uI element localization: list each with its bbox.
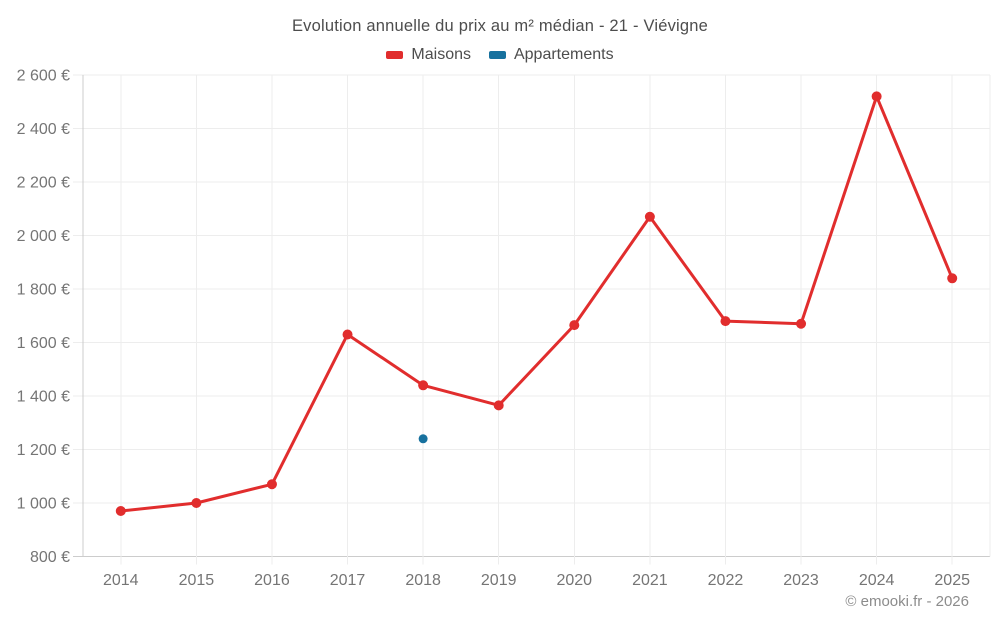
x-tick-label: 2016	[254, 572, 290, 589]
x-tick-label: 2015	[179, 572, 215, 589]
y-tick-label: 1 800 €	[17, 282, 70, 299]
appartements-swatch-icon	[488, 51, 506, 59]
y-tick-label: 2 600 €	[17, 68, 70, 85]
data-point-appartements-2018[interactable]	[418, 434, 428, 444]
data-point-maisons-2023[interactable]	[796, 318, 807, 329]
data-point-maisons-2016[interactable]	[266, 479, 277, 490]
x-tick-label: 2020	[556, 572, 592, 589]
x-tick-label: 2018	[405, 572, 441, 589]
y-tick-label: 2 000 €	[17, 228, 70, 245]
x-tick-label: 2021	[632, 572, 668, 589]
x-tick-label: 2014	[103, 572, 139, 589]
x-tick-label: 2019	[481, 572, 517, 589]
legend-item-appartements[interactable]: Appartements	[488, 46, 614, 64]
data-point-maisons-2021[interactable]	[644, 211, 655, 222]
y-tick-label: 1 600 €	[17, 335, 70, 352]
data-point-maisons-2024[interactable]	[871, 91, 882, 102]
x-tick-label: 2024	[859, 572, 895, 589]
legend: Maisons Appartements	[0, 46, 1000, 64]
legend-label-maisons: Maisons	[411, 46, 471, 63]
maisons-swatch-icon	[386, 51, 404, 59]
data-point-maisons-2018[interactable]	[418, 380, 429, 391]
copyright-text: © emooki.fr - 2026	[845, 593, 969, 610]
legend-label-appartements: Appartements	[513, 46, 614, 63]
x-tick-label: 2023	[783, 572, 819, 589]
legend-item-maisons[interactable]: Maisons	[386, 46, 471, 64]
data-point-maisons-2025[interactable]	[947, 273, 958, 284]
y-tick-label: 2 400 €	[17, 121, 70, 138]
chart-title: Evolution annuelle du prix au m² médian …	[291, 17, 709, 35]
y-tick-label: 1 000 €	[17, 496, 70, 513]
x-tick-label: 2022	[708, 572, 744, 589]
y-tick-label: 1 400 €	[17, 389, 70, 406]
data-point-maisons-2022[interactable]	[720, 316, 731, 327]
data-point-maisons-2015[interactable]	[191, 498, 202, 508]
data-point-maisons-2019[interactable]	[493, 400, 504, 411]
series-line-maisons	[119, 94, 954, 513]
x-tick-label: 2017	[330, 572, 366, 589]
y-tick-label: 2 200 €	[17, 175, 70, 192]
y-tick-label: 800 €	[30, 549, 70, 566]
data-point-maisons-2017[interactable]	[342, 329, 353, 340]
data-point-maisons-2020[interactable]	[569, 320, 580, 331]
data-point-maisons-2014[interactable]	[115, 506, 126, 517]
y-tick-label: 1 200 €	[17, 442, 70, 459]
x-tick-label: 2025	[934, 572, 970, 589]
